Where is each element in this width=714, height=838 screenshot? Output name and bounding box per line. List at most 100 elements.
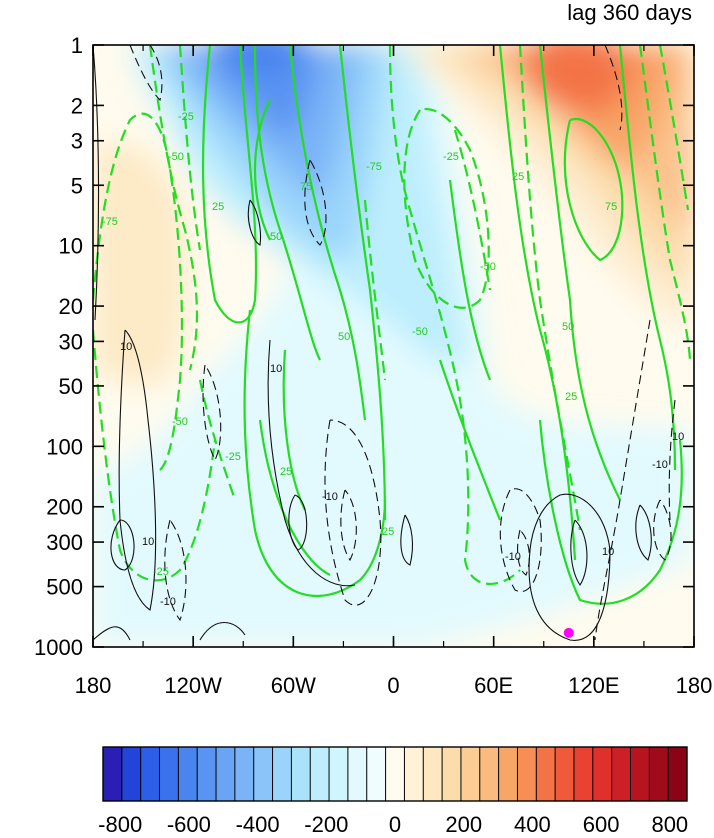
colorbar-swatch xyxy=(517,747,537,801)
colorbar-tick-label: -800 xyxy=(98,812,142,837)
colorbar-tick-label: -400 xyxy=(236,812,280,837)
y-tick-label: 10 xyxy=(59,234,83,259)
green-label: 50 xyxy=(270,231,282,243)
black-label: -10 xyxy=(505,551,521,563)
positive-region-peak xyxy=(525,45,625,110)
colorbar-swatch xyxy=(121,747,142,801)
colorbar-swatch xyxy=(536,747,556,801)
green-contour-labels: -25 -50 -75 25 50 75 -50 -25 25 50 -75 -… xyxy=(102,111,617,578)
colorbar-swatch xyxy=(140,747,160,801)
colorbar-tick-label: 200 xyxy=(445,812,482,837)
x-axis: 180 120W 60W 0 60E 120E 180 xyxy=(75,45,713,698)
green-label: -75 xyxy=(102,216,118,228)
location-marker xyxy=(563,627,574,638)
colorbar-swatch xyxy=(630,747,650,801)
colorbar-swatch xyxy=(272,747,292,801)
green-label: -25 xyxy=(225,451,241,463)
colorbar-swatch xyxy=(404,747,424,801)
x-tick-label: 180 xyxy=(75,673,112,698)
x-tick-label: 120E xyxy=(568,673,619,698)
green-label: -50 xyxy=(412,326,428,338)
y-tick-label: 2 xyxy=(71,93,83,118)
y-tick-label: 20 xyxy=(59,294,83,319)
green-label: 50 xyxy=(338,331,350,343)
green-label: -25 xyxy=(153,566,169,578)
green-label: 25 xyxy=(512,171,524,183)
colorbar-tick-label: -200 xyxy=(304,812,348,837)
x-tick-label: 180 xyxy=(676,673,713,698)
shaded-field xyxy=(93,45,694,647)
y-tick-label: 1000 xyxy=(34,635,83,660)
black-label: 10 xyxy=(120,341,132,353)
black-dashed-contours xyxy=(129,45,676,641)
colorbar-swatch xyxy=(498,747,518,801)
colorbar-swatch xyxy=(592,747,613,801)
green-label: 75 xyxy=(605,201,617,213)
black-label: -10 xyxy=(652,459,668,471)
y-tick-label: 300 xyxy=(46,530,83,555)
colorbar-swatch xyxy=(178,747,198,801)
green-label: 25 xyxy=(382,526,394,538)
colorbar-swatch xyxy=(442,747,462,801)
green-label: -25 xyxy=(443,151,459,163)
negative-region-outer xyxy=(93,45,694,647)
x-tick-label: 120W xyxy=(164,673,222,698)
x-tick-label: 60W xyxy=(271,673,316,698)
colorbar-swatch xyxy=(423,747,443,801)
black-label: -10 xyxy=(322,491,338,503)
black-solid-contours xyxy=(93,45,652,641)
green-label: 50 xyxy=(562,321,574,333)
colorbar-swatch xyxy=(573,747,594,801)
x-tick-label: 0 xyxy=(387,673,399,698)
green-label: 75 xyxy=(300,181,312,193)
y-tick-label: 50 xyxy=(59,374,83,399)
chart-title: lag 360 days xyxy=(567,0,692,25)
black-label: 10 xyxy=(602,546,614,558)
colorbar-swatch xyxy=(668,747,688,801)
green-dashed-contours xyxy=(93,45,692,585)
green-label: 25 xyxy=(212,201,224,213)
y-axis: 1 2 3 5 10 20 30 50 100 200 300 500 1000 xyxy=(34,33,694,660)
colorbar-swatch xyxy=(649,747,669,801)
negative-region-peak xyxy=(215,45,305,75)
x-tick-label: 60E xyxy=(474,673,513,698)
colorbar-tick-label: 400 xyxy=(514,812,551,837)
y-tick-label: 500 xyxy=(46,575,83,600)
colorbar: -800 -600 -400 -200 0 200 400 600 800 xyxy=(98,746,688,837)
black-label: 10 xyxy=(672,431,684,443)
colorbar-tick-label: -600 xyxy=(167,812,211,837)
colorbar-swatch xyxy=(159,747,179,801)
green-label: 25 xyxy=(280,466,292,478)
colorbar-tick-label: 800 xyxy=(651,812,688,837)
colorbar-swatch xyxy=(385,747,405,801)
green-label: -50 xyxy=(168,151,184,163)
colorbar-swatch xyxy=(460,747,481,801)
black-label: 10 xyxy=(270,363,282,375)
y-tick-label: 200 xyxy=(46,495,83,520)
y-tick-label: 5 xyxy=(71,173,83,198)
colorbar-frame xyxy=(102,746,688,802)
green-label: -75 xyxy=(366,161,382,173)
y-tick-label: 3 xyxy=(71,129,83,154)
black-label: 10 xyxy=(142,536,154,548)
colorbar-swatch xyxy=(479,747,500,801)
y-tick-label: 1 xyxy=(71,33,83,58)
colorbar-tick-label: 0 xyxy=(389,812,401,837)
colorbar-swatch xyxy=(310,747,330,801)
green-label: -50 xyxy=(172,416,188,428)
colorbar-swatch xyxy=(253,747,273,801)
colorbar-swatch xyxy=(329,747,349,801)
colorbar-swatch xyxy=(216,747,236,801)
colorbar-swatch xyxy=(197,747,217,801)
colorbar-swatch xyxy=(291,747,311,801)
green-label: 25 xyxy=(565,391,577,403)
green-label: -25 xyxy=(178,111,194,123)
green-label: -50 xyxy=(480,261,496,273)
contour-lines: -25 -50 -75 25 50 75 -50 -25 25 50 -75 -… xyxy=(93,45,692,641)
colorbar-swatch xyxy=(611,747,631,801)
negative-region-core2 xyxy=(200,45,320,140)
positive-left-band xyxy=(93,142,187,385)
black-label: -10 xyxy=(160,596,176,608)
colorbar-swatch xyxy=(366,747,386,801)
